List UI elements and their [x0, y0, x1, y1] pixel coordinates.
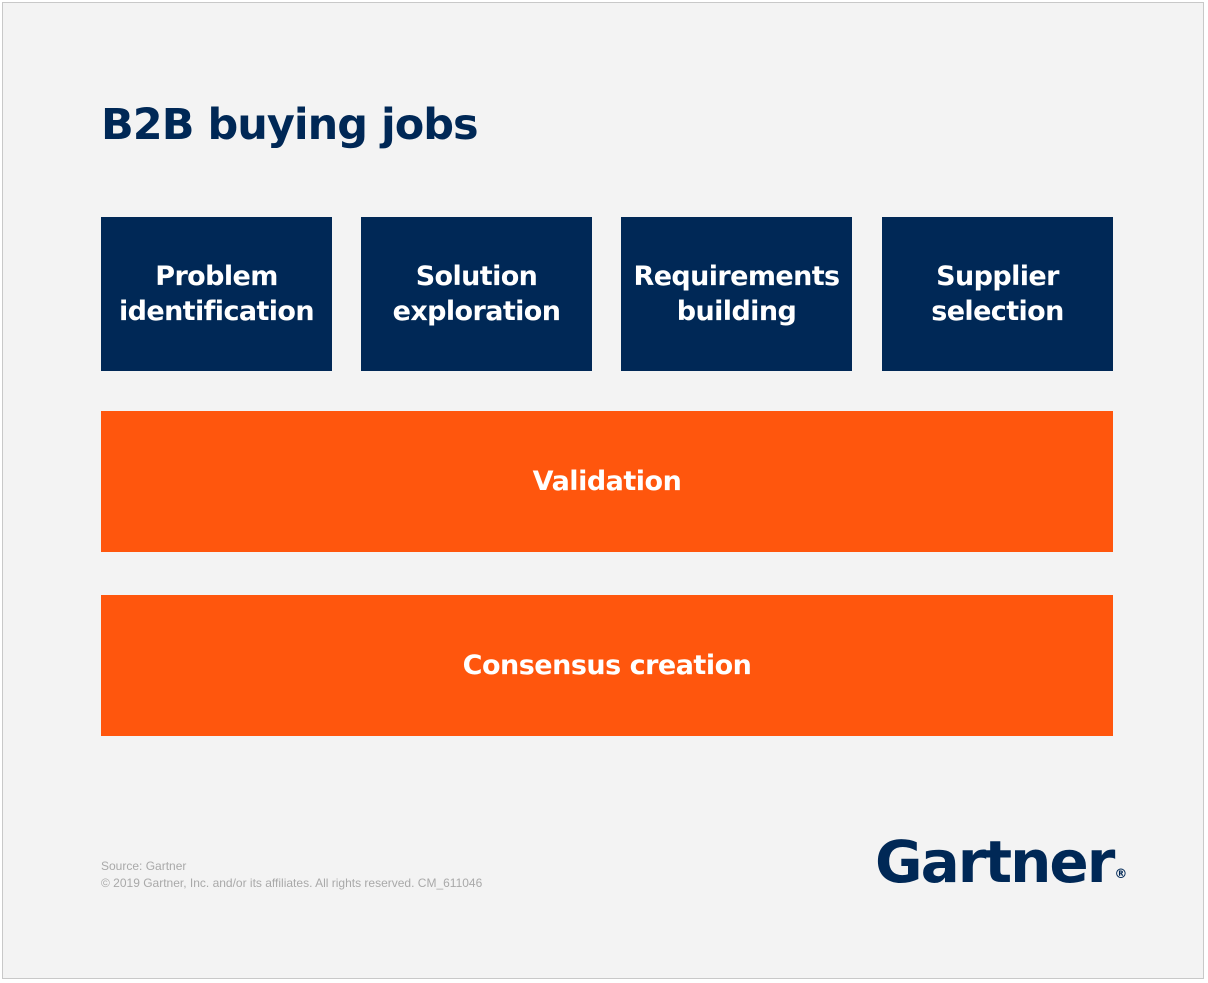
registered-mark-icon: ®	[1114, 867, 1128, 882]
gartner-logo: Gartner®	[875, 827, 1127, 910]
copyright-text: © 2019 Gartner, Inc. and/or its affiliat…	[101, 876, 483, 890]
job-label: Requirements building	[633, 261, 841, 327]
job-solution-exploration: Solution exploration	[361, 217, 592, 371]
buying-jobs-row: Problem identification Solution explorat…	[101, 217, 1113, 371]
job-label: Problem identification	[118, 261, 315, 327]
consensus-creation-label: Consensus creation	[462, 650, 752, 681]
job-label: Solution exploration	[392, 261, 561, 327]
diagram-title: B2B buying jobs	[101, 100, 479, 150]
footer-note: Source: Gartner © 2019 Gartner, Inc. and…	[101, 858, 482, 892]
job-requirements-building: Requirements building	[621, 217, 852, 371]
consensus-creation-band: Consensus creation	[101, 595, 1113, 736]
validation-band: Validation	[101, 411, 1113, 552]
source-text: Source: Gartner	[101, 859, 187, 873]
job-label: Supplier selection	[931, 261, 1064, 327]
job-supplier-selection: Supplier selection	[882, 217, 1113, 371]
logo-wordmark: Gartner	[875, 828, 1115, 896]
validation-label: Validation	[532, 466, 682, 497]
job-problem-identification: Problem identification	[101, 217, 332, 371]
